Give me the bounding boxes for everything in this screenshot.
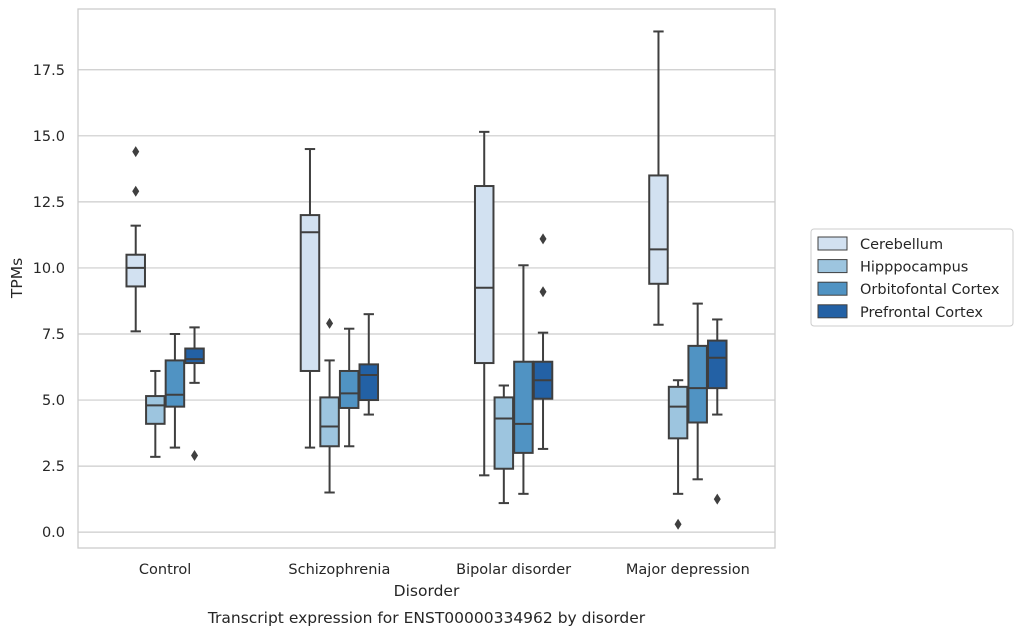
y-tick-label-2: 5.0 bbox=[42, 393, 65, 409]
box-body bbox=[338, 369, 360, 409]
legend-label-1: Hipppocampus bbox=[860, 260, 968, 276]
legend-swatch-3 bbox=[817, 304, 848, 319]
flier-0 bbox=[674, 518, 682, 530]
x-tick-labels: Control Schizophrenia Bipolar disorder Majo… bbox=[139, 562, 750, 578]
y-tick-label-5: 12.5 bbox=[33, 195, 65, 211]
chart-caption: Transcript expression for ENST0000033496… bbox=[207, 609, 646, 627]
legend-label-3: Prefrontal Cortex bbox=[860, 305, 983, 321]
y-tick-label-1: 2.5 bbox=[42, 459, 65, 475]
y-axis-label: TPMs bbox=[8, 258, 26, 299]
legend-swatch-0 bbox=[817, 236, 848, 251]
box-body bbox=[145, 395, 166, 425]
plot-frame bbox=[77, 8, 776, 549]
box-3-3 bbox=[707, 318, 728, 505]
flier-0 bbox=[713, 493, 721, 505]
flier-1 bbox=[132, 146, 140, 158]
box-body bbox=[473, 185, 495, 365]
x-axis-label: Disorder bbox=[394, 582, 460, 600]
box-1-3 bbox=[358, 313, 380, 416]
box-3-2 bbox=[687, 302, 708, 481]
box-1-0 bbox=[299, 148, 321, 449]
box-body bbox=[164, 359, 186, 408]
legend-label-0: Cerebellum bbox=[860, 237, 943, 253]
x-tick-label-0: Control bbox=[139, 562, 191, 578]
box-0-3 bbox=[184, 326, 205, 462]
y-tick-label-3: 7.5 bbox=[42, 327, 65, 343]
legend-swatch-1 bbox=[817, 259, 848, 274]
box-2-3 bbox=[532, 233, 554, 450]
box-body bbox=[687, 344, 708, 424]
flier-0 bbox=[326, 317, 334, 329]
flier-0 bbox=[132, 185, 140, 197]
grid-lines bbox=[78, 69, 775, 533]
box-body bbox=[319, 396, 340, 448]
box-0-1 bbox=[145, 369, 166, 458]
legend-label-2: Orbitofontal Cortex bbox=[860, 282, 1000, 298]
box-body bbox=[358, 363, 380, 402]
box-0-0 bbox=[125, 146, 146, 333]
box-3-1 bbox=[667, 379, 689, 530]
box-3-0 bbox=[648, 30, 669, 326]
box-body bbox=[513, 360, 534, 454]
box-body bbox=[125, 253, 146, 288]
box-2-2 bbox=[513, 264, 534, 495]
y-tick-label-0: 0.0 bbox=[42, 525, 65, 541]
legend: Cerebellum Hipppocampus Orbitofontal Corte… bbox=[810, 228, 1014, 327]
x-tick-label-1: Schizophrenia bbox=[288, 562, 390, 578]
box-body bbox=[184, 347, 205, 365]
box-1-1 bbox=[319, 317, 340, 494]
y-tick-label-6: 15.0 bbox=[33, 129, 65, 145]
box-body bbox=[648, 174, 669, 285]
box-series bbox=[125, 30, 728, 530]
x-tick-label-2: Bipolar disorder bbox=[456, 562, 571, 578]
legend-swatch-2 bbox=[817, 281, 848, 296]
y-tick-labels: 0.0 2.5 5.0 7.5 10.0 12.5 15.0 17.5 bbox=[33, 63, 65, 541]
box-2-1 bbox=[493, 384, 515, 505]
x-tick-label-3: Major depression bbox=[626, 562, 750, 578]
flier-0 bbox=[191, 450, 199, 462]
flier-1 bbox=[539, 233, 547, 245]
y-tick-label-4: 10.0 bbox=[33, 261, 65, 277]
box-1-2 bbox=[338, 327, 360, 448]
box-body bbox=[493, 396, 515, 470]
box-body bbox=[667, 385, 689, 440]
legend-frame bbox=[810, 228, 1014, 327]
box-0-2 bbox=[164, 332, 186, 449]
box-body bbox=[299, 214, 321, 372]
box-body bbox=[707, 339, 728, 390]
y-tick-label-7: 17.5 bbox=[33, 63, 65, 79]
box-2-0 bbox=[473, 130, 495, 477]
flier-0 bbox=[539, 286, 547, 298]
